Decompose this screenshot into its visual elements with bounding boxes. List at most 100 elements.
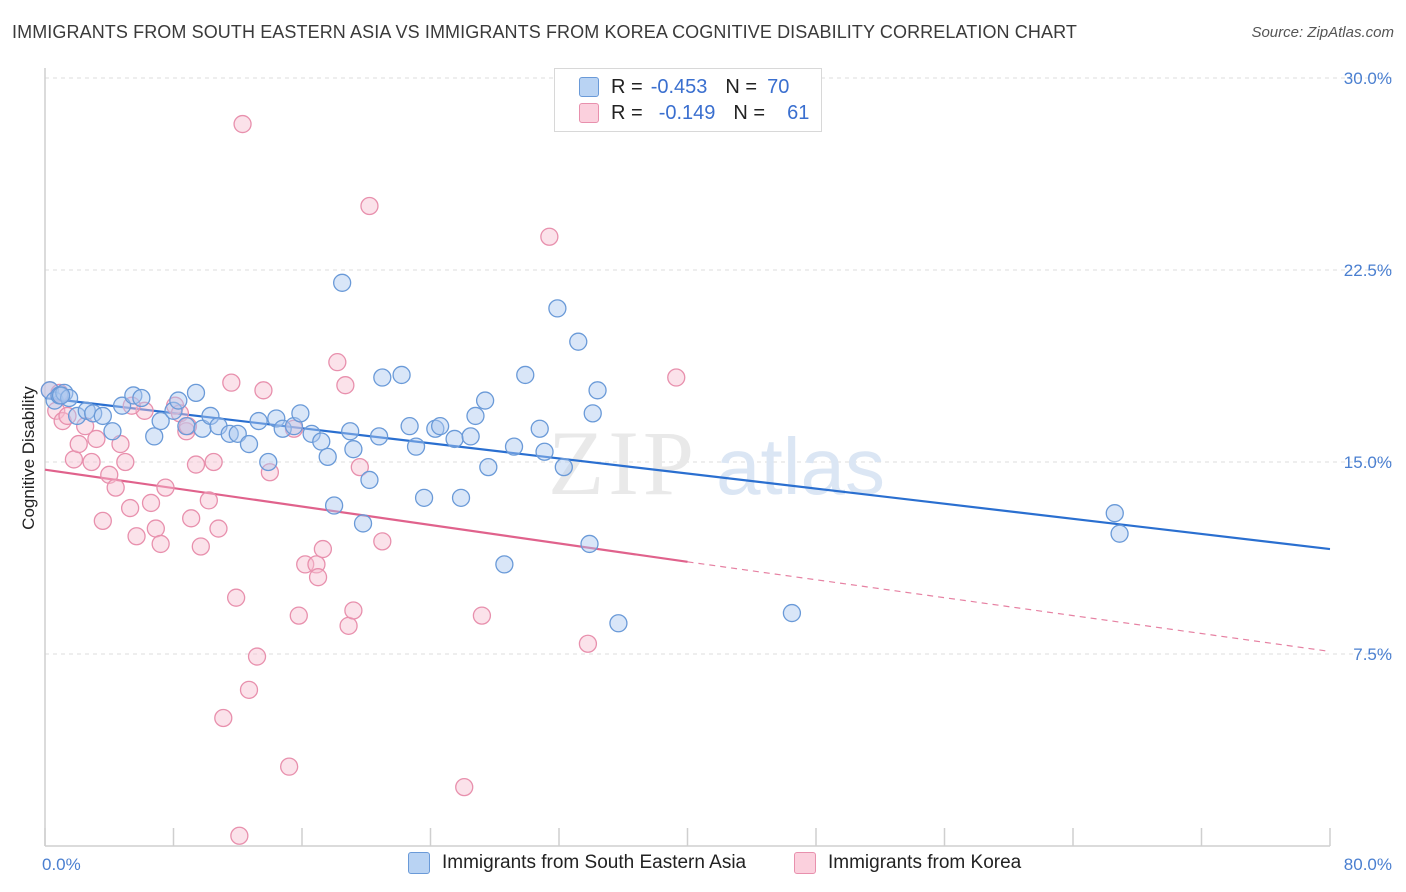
sea-point [583,404,602,423]
korea-point [186,455,206,474]
sea-point [302,424,321,443]
korea-point [214,708,233,728]
sea-point [400,417,419,436]
sea-point [504,437,524,456]
korea-point [578,634,598,653]
sea-point [516,365,535,385]
sea-point [782,603,802,623]
korea-point [344,601,363,620]
series-swatch-korea [794,852,816,874]
korea-point [93,511,112,531]
sea-point [312,432,331,451]
korea-point [127,527,146,546]
korea-point [156,478,175,497]
sea-point [548,299,567,318]
sea-point [344,440,363,459]
korea-point [209,519,228,538]
sea-point [324,496,344,515]
watermark-atlas: atlas [716,422,885,511]
y-axis-title: Cognitive Disability [19,386,38,530]
korea-point [226,588,246,607]
grid-lines [45,77,1392,655]
sea-point [318,447,337,467]
sea-point [451,488,471,507]
sea-point [103,422,122,441]
y-tick-label: 22.5% [1344,261,1392,280]
korea-point [151,534,170,554]
sea-point [333,273,352,292]
legend-swatch-korea [579,103,599,123]
watermark-zip: ZIP [548,412,698,514]
legend-r-label: R = [611,101,643,124]
source-label: Source: ZipAtlas.com [1251,24,1394,41]
watermark: ZIP atlas [548,412,885,514]
sea-point [228,424,247,443]
korea-point [146,519,165,538]
korea-point [233,114,252,134]
sea-points [40,273,1129,633]
series-legend-korea: Immigrants from Korea [794,852,1021,874]
sea-point [569,332,588,351]
sea-point [291,404,310,423]
korea-point [82,452,101,472]
sea-point [249,411,268,431]
korea-point [279,757,299,776]
sea-point [461,427,480,446]
sea-point [93,406,112,426]
sea-point [554,457,573,477]
korea-point [106,478,125,497]
legend-r-label: R = [611,75,643,98]
korea-point [141,493,161,513]
sea-point [475,391,495,410]
korea-point [239,680,259,699]
korea-point [328,353,347,372]
y-tick-label: 30.0% [1344,69,1392,88]
sea-point [164,401,183,420]
legend-n-label: N = [733,101,766,124]
series-legend-sea: Immigrants from South Eastern Asia [408,852,746,874]
korea-point [373,532,392,551]
sea-point [580,534,599,554]
korea-trend-extension [687,561,1331,653]
sea-trend [44,396,1331,551]
korea-point [667,368,686,387]
korea-point [336,376,355,395]
korea-point [204,452,223,472]
sea-point [112,396,132,415]
sea-point [40,381,59,400]
korea-point [339,616,358,635]
sea-point [530,419,549,438]
sea-point [406,437,426,456]
sea-point [414,488,434,507]
korea-point [230,826,249,845]
sea-point [360,470,379,490]
korea-point [313,539,333,559]
sea-point [1110,524,1129,543]
tick-labels: 7.5% 15.0% 22.5% 30.0% 0.0% 80.0% [42,69,1392,874]
sea-point [588,381,607,400]
x-tick-label: 0.0% [42,855,81,874]
legend-row-sea: R = -0.453 N = 70 [579,75,789,99]
sea-point [535,442,554,461]
y-tick-label: 15.0% [1344,453,1392,472]
sea-point [341,422,360,441]
chart-title: IMMIGRANTS FROM SOUTH EASTERN ASIA VS IM… [12,22,1077,42]
sea-point [466,406,485,426]
korea-point [69,434,88,454]
korea-point [289,606,308,625]
legend-n-value: 61 [787,101,810,124]
series-swatch-sea [408,852,430,874]
korea-point [540,227,559,246]
korea-point [199,491,218,510]
sea-point [369,427,389,446]
sea-point [430,417,450,436]
korea-point [455,777,474,797]
sea-point [51,386,71,405]
korea-point [308,568,328,587]
sea-point [267,409,286,428]
sea-point [259,452,278,472]
sea-point [273,419,292,438]
legend-r-value: -0.149 [658,101,716,124]
series-label-korea: Immigrants from Korea [828,852,1022,873]
